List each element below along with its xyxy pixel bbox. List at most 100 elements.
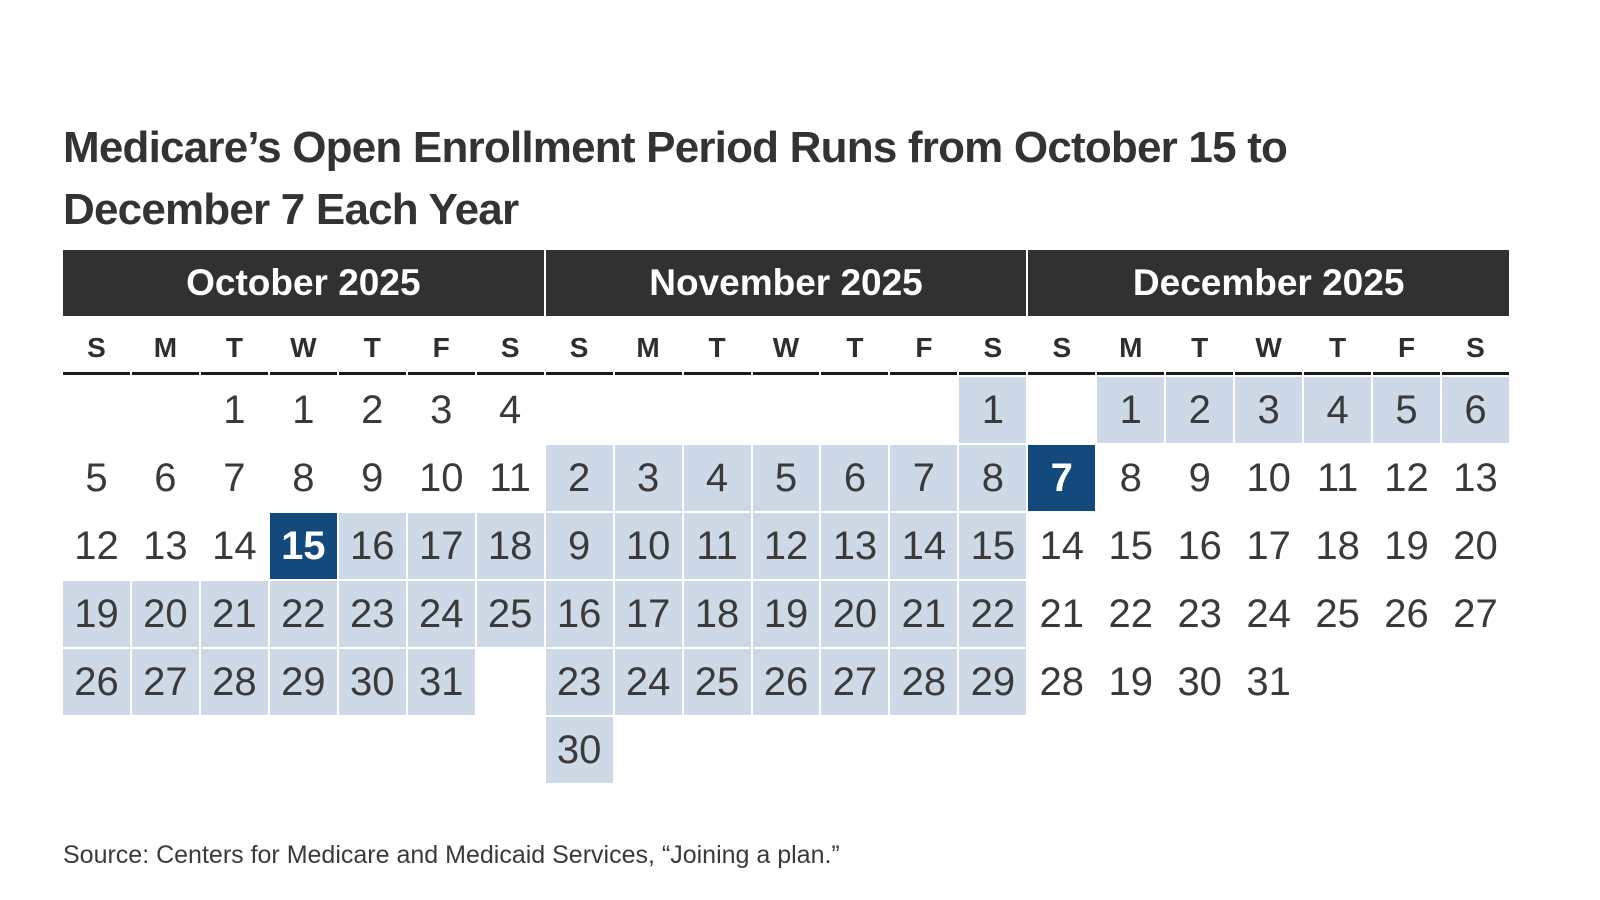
day-cell xyxy=(1028,377,1095,443)
day-grid: 1 2 3 4 5 6 7 8 9 10 11 12 13 14 15 16 17 18 19 20 21 22 23 24 2… xyxy=(545,377,1027,783)
month-december-2025: December 2025 S M T W T F S 1 2 3 4 5 6 7 8 9 10 11 12 13 14 1… xyxy=(1028,250,1509,783)
day-cell: 6 xyxy=(821,445,889,511)
day-cell: 13 xyxy=(1453,456,1498,500)
day-cell: 17 xyxy=(1246,524,1291,568)
weekday-label: W xyxy=(752,316,820,375)
day-cell: 10 xyxy=(614,513,682,579)
day-cell: 27 xyxy=(131,649,199,715)
month-header: October 2025 xyxy=(63,250,544,316)
source-note: Source: Centers for Medicare and Medicai… xyxy=(63,841,840,869)
day-cell xyxy=(821,377,888,443)
day-cell: 26 xyxy=(63,649,130,715)
day-cell: 13 xyxy=(821,513,889,579)
day-cell: 31 xyxy=(1246,660,1291,704)
day-grid: 1 2 3 4 5 6 7 8 9 10 11 12 13 14 15 16 17 18 19 20 21 22 23 24 2… xyxy=(1028,377,1509,715)
weekday-label: F xyxy=(890,316,958,375)
day-cell: 18 xyxy=(476,513,544,579)
day-cell: 25 xyxy=(476,581,544,647)
day-cell: 29 xyxy=(959,649,1027,715)
month-header: November 2025 xyxy=(545,250,1027,316)
day-cell: 12 xyxy=(752,513,820,579)
day-cell xyxy=(615,377,682,443)
day-cell: 20 xyxy=(821,581,889,647)
weekday-label: M xyxy=(614,316,682,375)
day-cell xyxy=(132,377,199,443)
day-cell: 8 xyxy=(959,445,1027,511)
day-cell: 26 xyxy=(752,649,820,715)
day-cell xyxy=(821,717,888,783)
day-cell: 3 xyxy=(614,445,682,511)
day-cell xyxy=(1304,649,1371,715)
month-november-2025: November 2025 S M T W T F S 1 2 3 4 5 6 7 8 9 10 11 12 13 14 1… xyxy=(545,250,1027,783)
day-cell: 13 xyxy=(143,524,188,568)
weekday-label: S xyxy=(545,316,613,375)
day-cell: 28 xyxy=(200,649,268,715)
day-cell: 20 xyxy=(131,581,199,647)
month-october-2025: October 2025 S M T W T F S 1 1 2 3 4 5 6 7 8 9 10 11 12 13 14 1… xyxy=(63,250,544,783)
day-cell xyxy=(684,717,751,783)
day-cell: 10 xyxy=(418,456,464,500)
day-cell: 23 xyxy=(338,581,406,647)
day-cell: 17 xyxy=(614,581,682,647)
day-cell: 30 xyxy=(1177,660,1222,704)
day-cell: 11 xyxy=(489,456,531,500)
day-cell: 27 xyxy=(821,649,889,715)
calendar-grid: October 2025 S M T W T F S 1 1 2 3 4 5 6 7 8 9 10 11 12 13 14 1… xyxy=(63,250,1509,783)
day-cell: 23 xyxy=(545,649,613,715)
day-cell: 1 xyxy=(1097,377,1165,443)
day-cell: 30 xyxy=(338,649,406,715)
day-cell: 26 xyxy=(1384,592,1429,636)
day-cell: 30 xyxy=(545,717,613,783)
weekday-label: T xyxy=(1304,316,1372,375)
day-cell: 2 xyxy=(361,388,384,432)
weekday-label: F xyxy=(407,316,475,375)
day-cell: 1 xyxy=(292,388,315,432)
day-cell: 11 xyxy=(683,513,751,579)
day-cell: 16 xyxy=(1177,524,1222,568)
day-cell: 16 xyxy=(545,581,613,647)
day-cell: 7 xyxy=(890,445,958,511)
day-cell: 5 xyxy=(85,456,108,500)
weekday-label: S xyxy=(1442,316,1509,375)
day-cell: 28 xyxy=(890,649,958,715)
day-cell: 1 xyxy=(959,377,1027,443)
day-cell: 11 xyxy=(1316,456,1359,500)
day-cell: 23 xyxy=(1177,592,1222,636)
day-cell: 20 xyxy=(1453,524,1498,568)
day-cell: 29 xyxy=(269,649,337,715)
day-cell: 15 xyxy=(1108,524,1153,568)
day-cell: 17 xyxy=(407,513,475,579)
page-title-line-1: Medicare’s Open Enrollment Period Runs f… xyxy=(63,123,1288,173)
day-cell: 31 xyxy=(407,649,475,715)
day-cell: 7 xyxy=(223,456,246,500)
weekday-label: T xyxy=(821,316,889,375)
day-cell xyxy=(959,717,1026,783)
day-cell: 1 xyxy=(223,388,246,432)
day-cell: 18 xyxy=(1315,524,1360,568)
day-cell: 12 xyxy=(1384,456,1429,500)
weekday-label: S xyxy=(959,316,1027,375)
day-cell: 21 xyxy=(1039,592,1085,636)
day-cell: 21 xyxy=(890,581,958,647)
day-grid: 1 1 2 3 4 5 6 7 8 9 10 11 12 13 14 15 16 17 18 19 20 21 22 23 24… xyxy=(63,377,544,715)
day-cell: 10 xyxy=(1246,456,1291,500)
day-cell-endpoint: 15 xyxy=(269,513,337,579)
day-cell: 27 xyxy=(1453,592,1498,636)
day-cell: 22 xyxy=(1108,592,1153,636)
weekday-label: S xyxy=(63,316,130,375)
day-cell: 16 xyxy=(338,513,406,579)
day-cell: 21 xyxy=(200,581,268,647)
day-cell: 25 xyxy=(683,649,751,715)
day-cell: 14 xyxy=(1039,524,1085,568)
day-cell: 24 xyxy=(407,581,475,647)
day-cell: 25 xyxy=(1315,592,1360,636)
day-cell xyxy=(753,717,820,783)
weekday-label: T xyxy=(683,316,751,375)
day-cell xyxy=(890,377,957,443)
page-title: Medicare’s Open Enrollment Period Runs f… xyxy=(63,117,1513,241)
weekday-label: S xyxy=(476,316,544,375)
day-cell: 6 xyxy=(1442,377,1509,443)
day-cell: 24 xyxy=(1246,592,1291,636)
